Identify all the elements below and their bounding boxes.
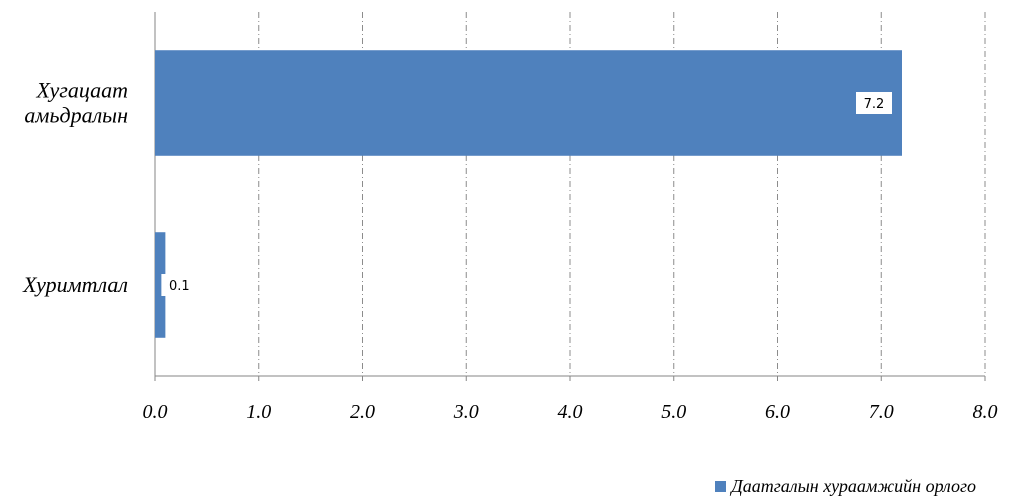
category-label: амьдралын	[24, 103, 128, 128]
data-label-background	[161, 274, 198, 296]
x-tick-label: 8.0	[973, 401, 998, 423]
x-tick-labels: 0.0 1.0 2.0 3.0 4.0 5.0 6.0 7.0 8.0	[143, 401, 998, 423]
x-tick-label: 0.0	[143, 401, 168, 423]
legend-swatch	[715, 481, 727, 492]
x-tick-label: 2.0	[350, 401, 375, 423]
bar	[155, 232, 166, 338]
data-label: 0.1	[169, 279, 190, 294]
x-tick-label: 6.0	[765, 401, 790, 423]
legend-label: Даатгалын хураамжийн орлого	[731, 476, 976, 496]
gridlines	[258, 12, 986, 376]
legend: Даатгалын хураамжийн орлого	[715, 476, 976, 497]
bar	[155, 50, 902, 156]
data-label: 7.2	[864, 97, 885, 112]
data-labels: 7.2 0.1	[161, 92, 892, 296]
category-label: Хугацаат	[35, 78, 128, 103]
data-label-background	[856, 92, 892, 114]
x-tick-label: 3.0	[453, 401, 479, 423]
category-label: Хуримтлал	[22, 272, 128, 297]
x-tick-label: 7.0	[869, 401, 894, 423]
x-tick-label: 5.0	[661, 401, 686, 423]
bars	[155, 50, 902, 338]
x-tick-label: 1.0	[246, 401, 271, 423]
x-tick-label: 4.0	[558, 401, 583, 423]
